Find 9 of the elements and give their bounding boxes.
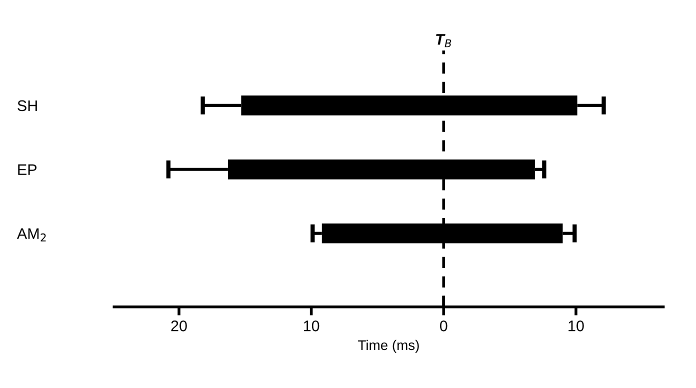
x-tick-label: 20 [171, 320, 187, 332]
ref-line-label: T$_{B}$ [436, 34, 452, 48]
y-tick-label: SH [18, 100, 37, 112]
x-axis-title: Time (ms) [358, 340, 419, 353]
x-tick-label: 10 [304, 320, 320, 332]
y-tick-label: EP [18, 164, 36, 175]
x-tick-label: 10 [568, 320, 584, 332]
x-tick-label: 0 [440, 320, 448, 332]
y-tick-label: AM$_{2}$ [16, 228, 46, 242]
